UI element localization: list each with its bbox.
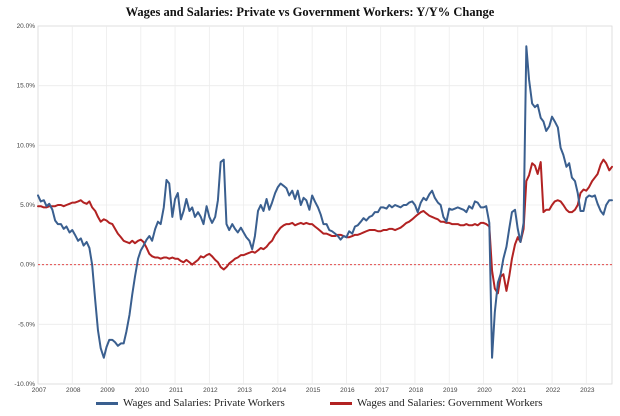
y-tick-label: -5.0%	[18, 321, 35, 328]
x-tick-label: 2022	[546, 387, 561, 394]
chart-title: Wages and Salaries: Private vs Governmen…	[125, 5, 495, 19]
y-tick-label: 20.0%	[17, 23, 36, 30]
x-tick-label: 2013	[237, 387, 252, 394]
series-line-government	[37, 158, 613, 295]
x-tick-label: 2016	[340, 387, 355, 394]
legend-label-private: Wages and Salaries: Private Workers	[123, 397, 285, 409]
line-chart: -10.0%-5.0%0.0%5.0%10.0%15.0%20.0% 2007 2…	[14, 23, 613, 394]
x-tick-label: 2012	[203, 387, 218, 394]
y-tick-label: -10.0%	[14, 381, 35, 388]
legend-label-government: Wages and Salaries: Government Workers	[357, 397, 543, 409]
x-tick-label: 2021	[512, 387, 527, 394]
x-tick-label: 2011	[169, 387, 183, 394]
legend-item-private: Wages and Salaries: Private Workers	[96, 397, 285, 409]
series-line-private	[37, 45, 613, 359]
x-tick-label: 2017	[374, 387, 389, 394]
x-tick-label: 2014	[272, 387, 287, 394]
x-tick-label: 2019	[443, 387, 458, 394]
x-tick-label: 2010	[135, 387, 150, 394]
x-tick-label: 2007	[32, 387, 47, 394]
legend-swatch-private	[96, 401, 118, 405]
y-tick-label: 5.0%	[20, 202, 35, 209]
x-tick-label: 2009	[100, 387, 115, 394]
x-axis: 2007 2008 2009 2010 2011 2012 2013 2014 2015 2016…	[32, 387, 595, 394]
y-tick-label: 0.0%	[20, 262, 35, 269]
chart-legend: Wages and Salaries: Private Workers Wage…	[0, 397, 620, 413]
series-lines	[37, 45, 613, 359]
legend-item-government: Wages and Salaries: Government Workers	[330, 397, 543, 409]
legend-swatch-government	[330, 401, 352, 405]
y-axis: -10.0% -5.0% 0.0% 5.0% 10.0% 15.0% 20.0%	[14, 23, 35, 388]
x-tick-label: 2008	[66, 387, 81, 394]
chart-grid	[37, 25, 613, 385]
x-tick-label: 2023	[580, 387, 595, 394]
x-tick-label: 2020	[477, 387, 492, 394]
x-tick-label: 2018	[409, 387, 424, 394]
y-tick-label: 10.0%	[17, 142, 36, 149]
y-tick-label: 15.0%	[17, 83, 36, 90]
x-tick-label: 2015	[306, 387, 321, 394]
